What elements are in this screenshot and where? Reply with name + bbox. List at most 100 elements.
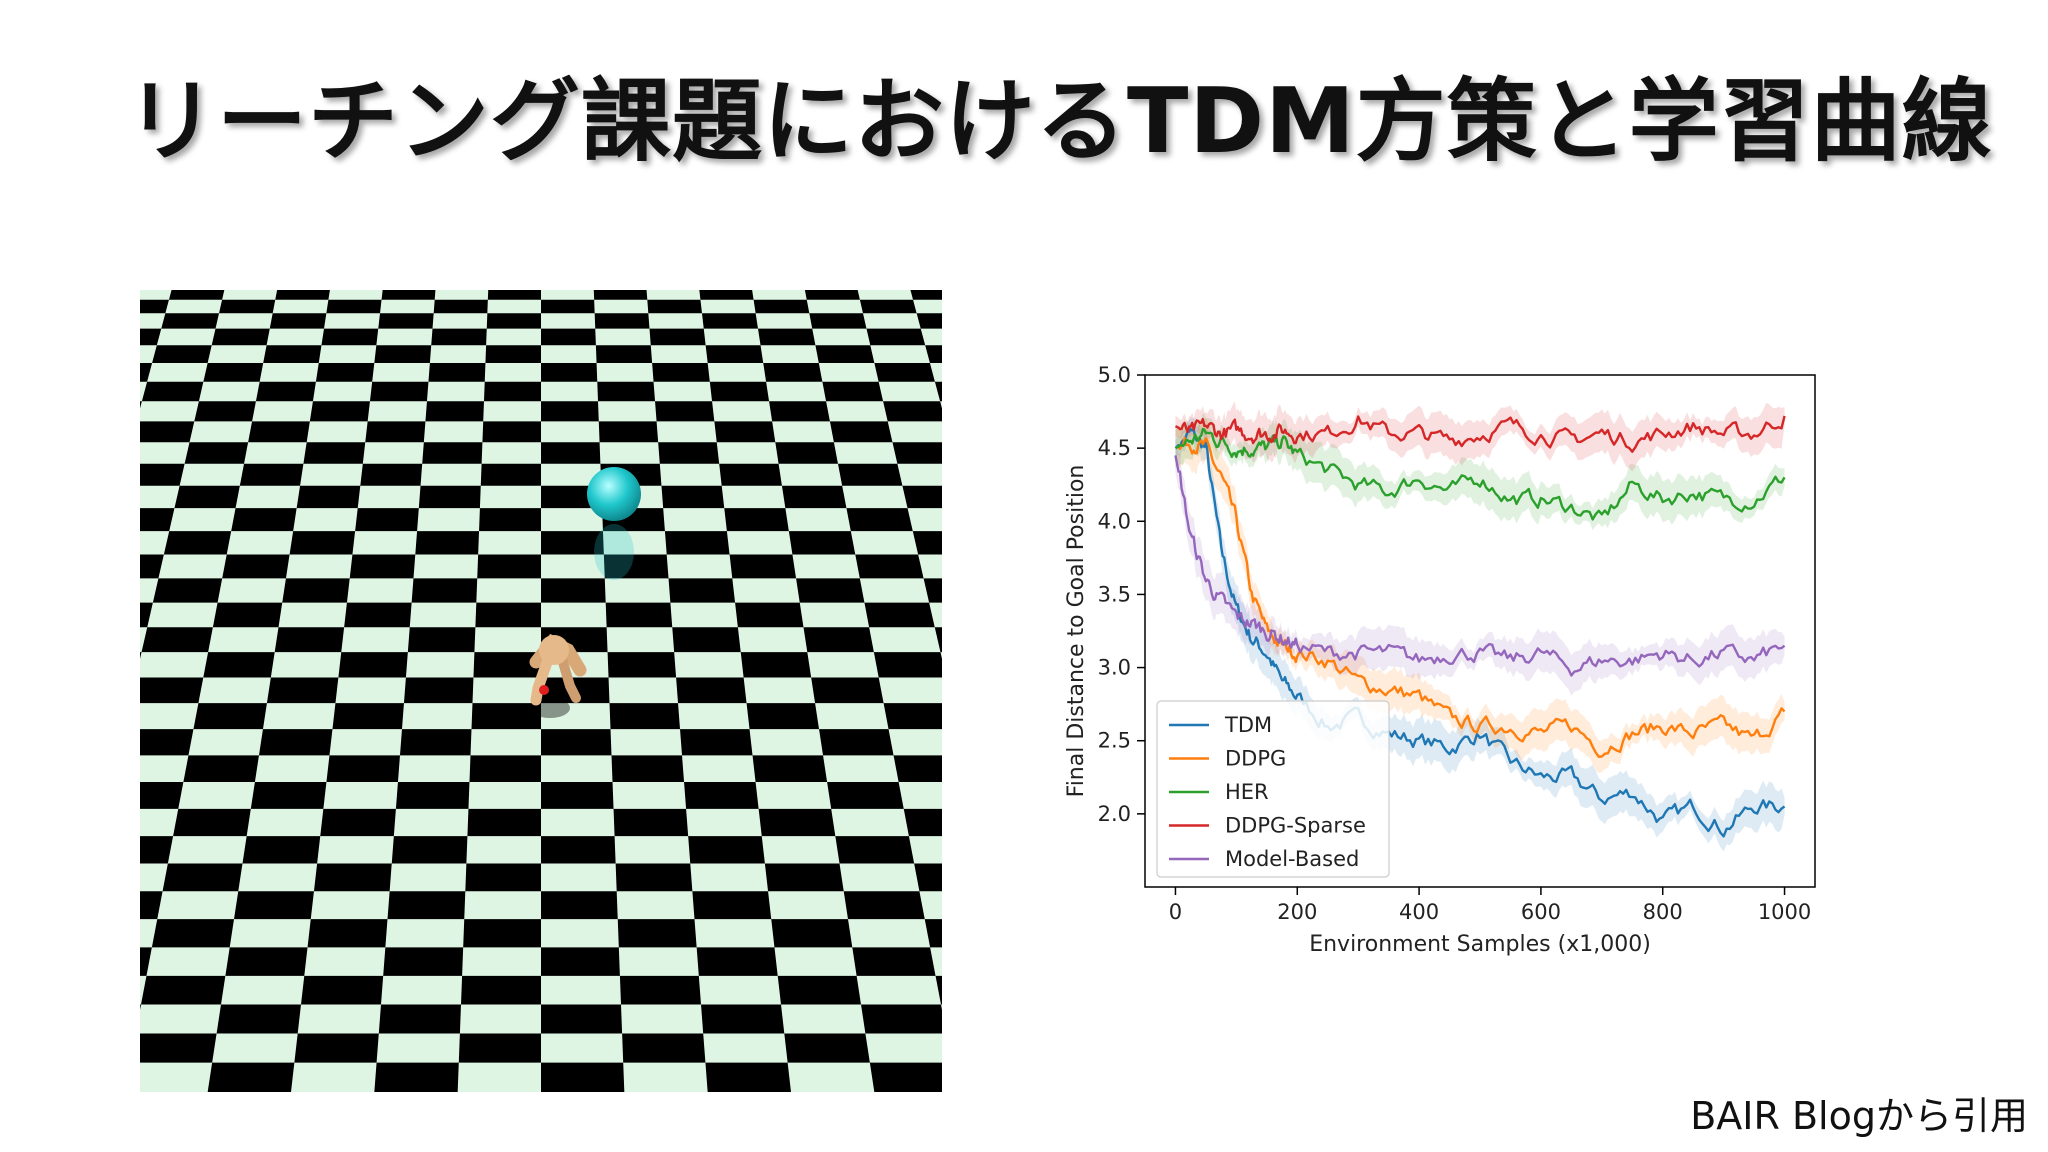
floor-tile: [487, 299, 541, 314]
floor-tile: [807, 652, 879, 678]
floor-tile: [781, 1004, 866, 1034]
floor-tile: [541, 755, 613, 783]
y-tick-label: 4.0: [1098, 509, 1131, 533]
floor-tile: [420, 463, 482, 486]
series-line: [1174, 436, 1786, 758]
floor-tile: [541, 975, 622, 1005]
floor-tile: [478, 531, 541, 555]
floor-tile: [459, 1004, 541, 1034]
floor-tile: [541, 313, 596, 329]
floor-tile: [618, 947, 699, 976]
floor-tile: [323, 782, 398, 809]
series-band: [1175, 413, 1785, 531]
floor-tile: [165, 299, 223, 314]
floor-tile: [429, 345, 487, 364]
floor-tile: [328, 290, 383, 300]
floor-tile: [541, 808, 615, 837]
floor-tile: [888, 729, 942, 756]
floor-tile: [457, 1062, 541, 1092]
floor-tile: [272, 299, 329, 314]
floor-tile: [749, 729, 824, 756]
x-tick-label: 0: [1169, 900, 1182, 924]
plot-area-frame: [1144, 374, 1816, 888]
series-line: [1174, 455, 1786, 677]
floor-tile: [898, 782, 942, 809]
floor-tile: [212, 1033, 298, 1063]
floor-tile: [297, 1004, 381, 1034]
series-line: [1174, 427, 1786, 838]
floor-tile: [604, 578, 671, 603]
floor-tile: [291, 1062, 377, 1092]
floor-tile: [259, 363, 319, 382]
floor-tile: [839, 863, 920, 892]
floor-tile: [850, 531, 919, 555]
floor-tile: [941, 1004, 942, 1010]
floor-tile: [476, 578, 541, 603]
floor-tile: [663, 508, 727, 532]
series-line: [1174, 427, 1786, 521]
floor-tile: [670, 602, 738, 628]
floor-tile: [792, 554, 860, 579]
floor-tile: [743, 677, 816, 704]
floor-tile: [595, 328, 651, 346]
floor-tile: [908, 836, 942, 864]
floor-tile: [235, 485, 301, 509]
floor-tile: [732, 578, 800, 603]
floor-tile: [616, 891, 695, 920]
floor-tile: [606, 627, 675, 653]
floor-tile: [372, 363, 430, 382]
floor-tile: [317, 836, 394, 864]
floor-tile: [659, 463, 722, 486]
floor-tile: [760, 345, 819, 364]
y-tick-label: 3.5: [1098, 582, 1131, 606]
source-credit: BAIR Blogから引用: [1690, 1094, 2028, 1138]
floor-tile: [198, 677, 271, 704]
floor-tile: [737, 627, 808, 653]
floor-tile: [484, 363, 541, 382]
floor-tile: [156, 328, 216, 346]
floor-tile: [262, 703, 336, 730]
series-band: [1175, 401, 1785, 472]
floor-tile: [772, 421, 834, 443]
floor-tile: [919, 891, 942, 920]
floor-tile: [140, 578, 159, 603]
floor-tile: [707, 363, 767, 382]
floor-tile: [818, 363, 879, 382]
floor-tile: [483, 401, 541, 422]
floor-tile: [229, 919, 311, 948]
floor-tile: [887, 421, 942, 443]
floor-tile: [785, 508, 851, 532]
floor-tile: [842, 485, 908, 509]
floor-tile: [278, 602, 347, 628]
floor-tile: [721, 485, 786, 509]
floor-tile: [401, 703, 473, 730]
floor-tile: [541, 290, 595, 300]
floor-tile: [596, 363, 654, 382]
x-axis-label: Environment Samples (x1,000): [1309, 932, 1651, 957]
floor-tile: [686, 808, 762, 837]
floor-tile: [666, 554, 733, 579]
series-band: [1175, 437, 1785, 696]
floor-tile: [621, 1004, 704, 1034]
floor-tile: [847, 919, 931, 948]
floor-tile: [656, 421, 717, 443]
floor-tile: [423, 421, 484, 443]
floor-tile: [541, 508, 603, 532]
floor-tile: [318, 345, 377, 364]
floor-tile: [768, 891, 848, 920]
legend-label: DDPG-Sparse: [1225, 814, 1366, 838]
floor-tile: [147, 602, 218, 628]
floor-tile: [472, 677, 541, 704]
floor-tile: [238, 863, 318, 892]
floor-tile: [930, 947, 942, 976]
legend-label: DDPG: [1225, 747, 1286, 771]
floor-tile: [612, 782, 687, 809]
floor-tile: [140, 442, 190, 464]
floor-tile: [179, 463, 245, 486]
floor-tile: [812, 328, 871, 346]
floor-tile: [799, 602, 870, 628]
floor-tile: [831, 808, 909, 837]
floor-tile: [598, 401, 657, 422]
floor-tile: [940, 401, 942, 409]
floor-tile: [357, 485, 421, 509]
